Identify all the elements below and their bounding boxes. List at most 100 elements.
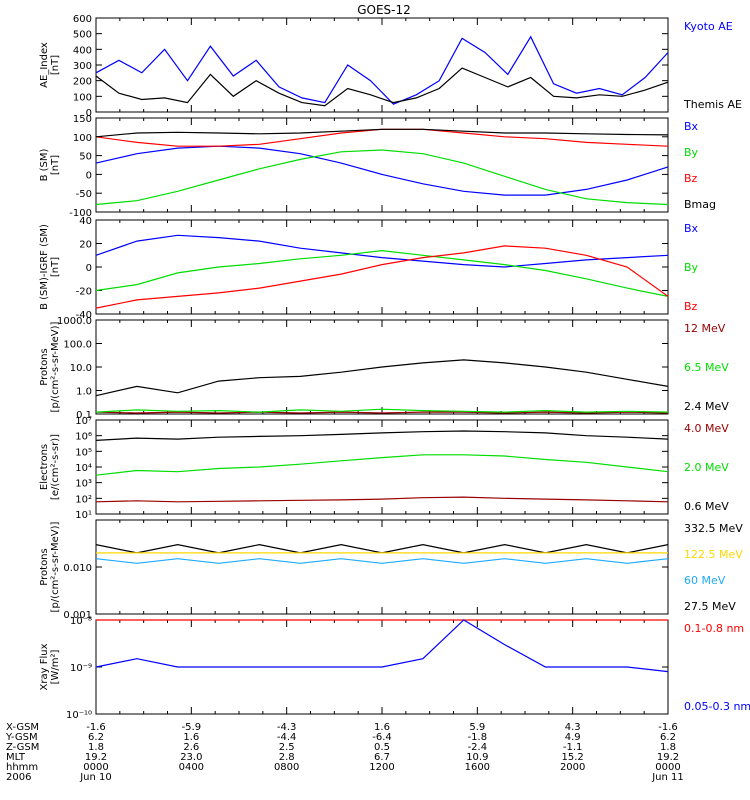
y-tick-label: 20 [79, 240, 92, 251]
y-tick-label: 10⁻¹⁰ [66, 710, 92, 721]
y-axis-label: B (SM)-IGRF (SM)[nT] [39, 224, 61, 310]
x-axis-row-label: 2006 [6, 772, 31, 783]
x-axis-row-label: X-GSM [6, 722, 39, 733]
x-axis-value: -1.8 [468, 732, 488, 743]
y-axis-label: Protons[p/(cm²-s-sr-MeV)] [39, 321, 61, 412]
legend-label: 332.5 MeV [684, 522, 743, 535]
y-axis-label: Electrons[e/(cm²-s-sr)] [39, 434, 61, 500]
x-axis-value: 10.9 [466, 752, 488, 763]
y-tick-label: 0.010 [63, 563, 92, 574]
y-tick-label: 300 [73, 61, 92, 72]
series-line [95, 245, 669, 309]
y-tick-label: 100.0 [63, 340, 92, 351]
panel-7: 10⁻¹⁰ 10⁻⁹ 10⁻⁸ Xray Flux[W/m²] 0.1-0.8 nm 0.… [39, 616, 750, 721]
series-line [95, 35, 669, 105]
x-axis-value: 15.2 [562, 752, 584, 763]
panel-2: -100 -50 0 50 100 150 B (SM)[nT] Bx By Bz Bmag [39, 114, 716, 219]
y-tick-label: 0 [86, 108, 92, 119]
y-tick-label: 100 [73, 133, 92, 144]
legend-label: Bmag [684, 198, 716, 211]
x-axis-value: -6.4 [372, 732, 392, 743]
x-axis-value: 2.8 [279, 752, 295, 763]
legend-label: By [684, 261, 699, 274]
y-tick-label: -100 [69, 208, 92, 219]
x-axis-value: 1.6 [183, 732, 199, 743]
legend-label: 6.5 MeV [684, 361, 729, 374]
y-tick-label: 0 [86, 263, 92, 274]
series-line [95, 558, 669, 564]
legend-label: 0.6 MeV [684, 500, 729, 513]
x-axis-value: 1600 [465, 762, 490, 773]
panel-frame [95, 519, 669, 615]
y-axis-label: AE_Index[nT] [39, 42, 61, 88]
x-axis-value: 6.2 [88, 732, 104, 743]
series-line [95, 619, 669, 673]
x-axis-value: 6.7 [374, 752, 390, 763]
x-axis-value: 0000 [83, 762, 108, 773]
x-axis-value: 2.5 [279, 742, 295, 753]
series-line [95, 145, 669, 196]
y-tick-label: 400 [73, 45, 92, 56]
legend-label: 4.0 MeV [684, 422, 729, 435]
x-axis-value: -1.6 [86, 722, 106, 733]
x-axis-value: 0400 [179, 762, 204, 773]
x-axis-value: 0.5 [374, 742, 390, 753]
x-axis-value: 2.6 [183, 742, 199, 753]
panel-frame [95, 219, 669, 315]
x-axis-value: 0800 [274, 762, 299, 773]
x-axis-row-label: MLT [6, 752, 26, 763]
x-axis-value: 1.6 [374, 722, 390, 733]
legend-label: Themis AE [683, 98, 742, 111]
y-tick-label: 10⁶ [75, 432, 92, 443]
series-line [95, 249, 669, 297]
series-line [95, 149, 669, 206]
y-tick-label: 10⁻⁹ [70, 663, 92, 674]
legend-label: 2.0 MeV [684, 461, 729, 474]
panel-frame [95, 17, 669, 113]
legend-label: Kyoto AE [684, 20, 733, 33]
x-axis-value: Jun 11 [651, 772, 684, 783]
series-line [95, 234, 669, 268]
legend-label: 27.5 MeV [684, 600, 736, 613]
y-tick-label: 0 [86, 170, 92, 181]
x-axis-row-label: Y-GSM [5, 732, 38, 743]
series-line [95, 411, 669, 414]
legend-label: 122.5 MeV [684, 548, 743, 561]
x-axis-value: 2000 [560, 762, 585, 773]
x-axis-ephemeris: X-GSMY-GSMZ-GSMMLThhmm2006-1.66.21.819.2… [5, 722, 684, 783]
legend-label: Bz [684, 300, 698, 313]
x-axis-value: 4.3 [565, 722, 581, 733]
y-axis-label: Xray Flux[W/m²] [39, 643, 61, 690]
y-tick-label: 40 [79, 216, 92, 227]
series-line [95, 408, 669, 413]
y-tick-label: 10⁴ [75, 463, 92, 474]
legend-label: 60 MeV [684, 574, 726, 587]
y-tick-label: 10³ [75, 479, 92, 490]
y-axis-label: B (SM)[nT] [39, 148, 61, 181]
legend-label: Bx [684, 222, 699, 235]
y-tick-label: 10⁻⁸ [70, 616, 92, 627]
x-axis-row-label: Z-GSM [6, 742, 39, 753]
x-axis-value: 6.2 [660, 732, 676, 743]
legend-label: 0.1-0.8 nm [684, 622, 744, 635]
x-axis-value: 4.9 [565, 732, 581, 743]
y-tick-label: 0.001 [63, 610, 92, 621]
y-axis-label: Protons[p/(cm²-s-sr-MeV)] [39, 521, 61, 612]
x-axis-value: 1.8 [88, 742, 104, 753]
x-axis-value: 19.2 [85, 752, 107, 763]
y-tick-label: 500 [73, 30, 92, 41]
x-axis-value: -4.4 [277, 732, 297, 743]
x-axis-value: -4.3 [277, 722, 297, 733]
x-axis-value: 5.9 [469, 722, 485, 733]
x-axis-row-label: hhmm [6, 762, 38, 773]
y-tick-label: 600 [73, 14, 92, 25]
y-tick-label: 50 [79, 152, 92, 163]
series-line [95, 496, 669, 503]
x-axis-value: 23.0 [180, 752, 202, 763]
x-axis-value: -1.6 [658, 722, 678, 733]
y-tick-label: 10¹ [75, 510, 92, 521]
y-tick-label: 10.0 [70, 363, 92, 374]
legend-label: Bz [684, 172, 698, 185]
